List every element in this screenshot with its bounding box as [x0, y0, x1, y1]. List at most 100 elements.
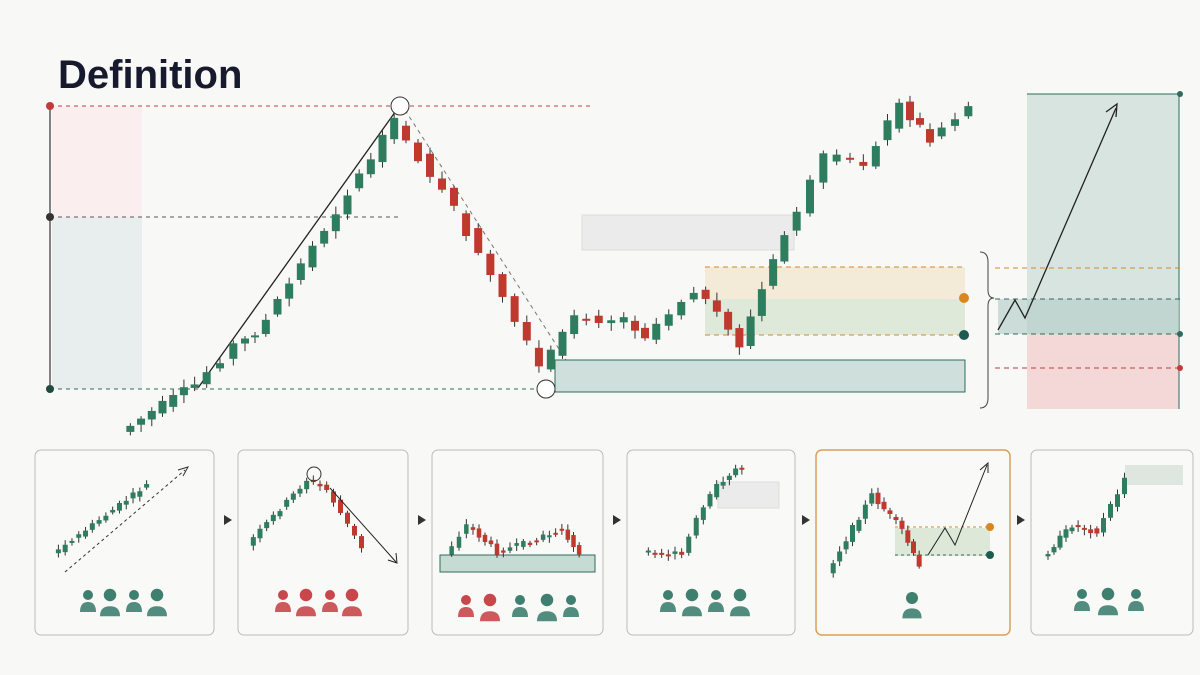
candle: [837, 551, 843, 562]
candle: [331, 214, 340, 232]
candle: [456, 536, 462, 548]
candle: [137, 418, 146, 425]
candle: [179, 387, 188, 396]
candle: [652, 552, 658, 555]
person-body: [537, 611, 557, 622]
candle: [355, 173, 364, 189]
candle: [571, 535, 576, 548]
panels: [34, 449, 1194, 636]
candle: [916, 554, 922, 567]
candle: [261, 319, 270, 335]
candle: [607, 320, 616, 324]
person-body: [100, 606, 120, 617]
swing-low: [536, 379, 556, 399]
candle: [1088, 529, 1094, 534]
swing: [306, 466, 322, 482]
candle: [1101, 518, 1106, 533]
candle: [540, 534, 546, 540]
title: Definition: [58, 53, 242, 97]
candle: [202, 372, 211, 385]
person-body: [730, 606, 750, 617]
candle: [450, 187, 458, 206]
candle: [582, 318, 591, 321]
person-body: [80, 602, 96, 612]
step-arrow: [418, 515, 426, 525]
person-head: [711, 590, 721, 600]
candle: [241, 338, 249, 344]
step-panel: [237, 449, 409, 636]
candle: [338, 499, 343, 513]
person-body: [512, 607, 528, 617]
candle: [464, 524, 469, 534]
candle: [470, 527, 476, 530]
candle: [284, 499, 290, 507]
person-body: [147, 606, 167, 617]
person-body: [342, 606, 362, 617]
candle: [264, 522, 270, 529]
zone: [717, 481, 780, 509]
candle: [494, 543, 500, 555]
candle: [869, 493, 875, 504]
candle: [147, 410, 156, 420]
candle: [89, 523, 95, 530]
candle: [735, 328, 744, 348]
candle: [158, 400, 167, 414]
entry-zone: [998, 299, 1179, 334]
candle: [116, 502, 122, 511]
arrow: [329, 487, 397, 563]
arrow: [997, 107, 1117, 331]
candle: [856, 519, 862, 531]
step-arrow: [1017, 515, 1025, 525]
candle: [806, 179, 814, 214]
person-head: [1101, 587, 1115, 601]
swing-high: [390, 96, 410, 116]
candle: [875, 492, 881, 505]
candle: [510, 296, 519, 322]
candle: [739, 467, 745, 470]
person-head: [566, 595, 576, 605]
person-head: [150, 588, 164, 602]
candle: [546, 349, 555, 370]
person-head: [129, 590, 139, 600]
candle: [726, 475, 732, 481]
candle: [677, 301, 686, 316]
candle: [488, 540, 494, 545]
candle: [534, 347, 543, 367]
candle: [402, 125, 410, 141]
candle: [1051, 547, 1057, 553]
candle: [724, 311, 733, 330]
candle: [277, 511, 283, 517]
candle: [527, 542, 533, 545]
candle: [1069, 527, 1075, 532]
candle: [951, 119, 959, 126]
candle: [1094, 528, 1100, 534]
brace: [979, 251, 995, 409]
candle: [819, 153, 828, 183]
person-body: [126, 602, 142, 612]
candle: [883, 120, 892, 141]
candle: [916, 118, 924, 125]
candle: [679, 551, 685, 555]
candle: [69, 540, 75, 543]
person-head: [103, 588, 117, 602]
candle: [850, 525, 855, 542]
candle: [846, 157, 854, 160]
candle: [862, 504, 868, 519]
candle: [331, 491, 336, 503]
candle: [449, 546, 454, 555]
candle: [476, 528, 482, 538]
candle: [665, 554, 671, 557]
candle: [871, 146, 880, 167]
candle: [426, 153, 434, 177]
candle: [514, 543, 519, 546]
dot: [46, 213, 54, 221]
step-panel: [34, 449, 215, 636]
green-zone: [705, 299, 965, 335]
candle: [911, 541, 916, 554]
candle: [664, 314, 673, 326]
candle: [123, 500, 129, 505]
candle: [792, 211, 801, 231]
candle: [619, 317, 628, 323]
candle: [1045, 554, 1051, 557]
